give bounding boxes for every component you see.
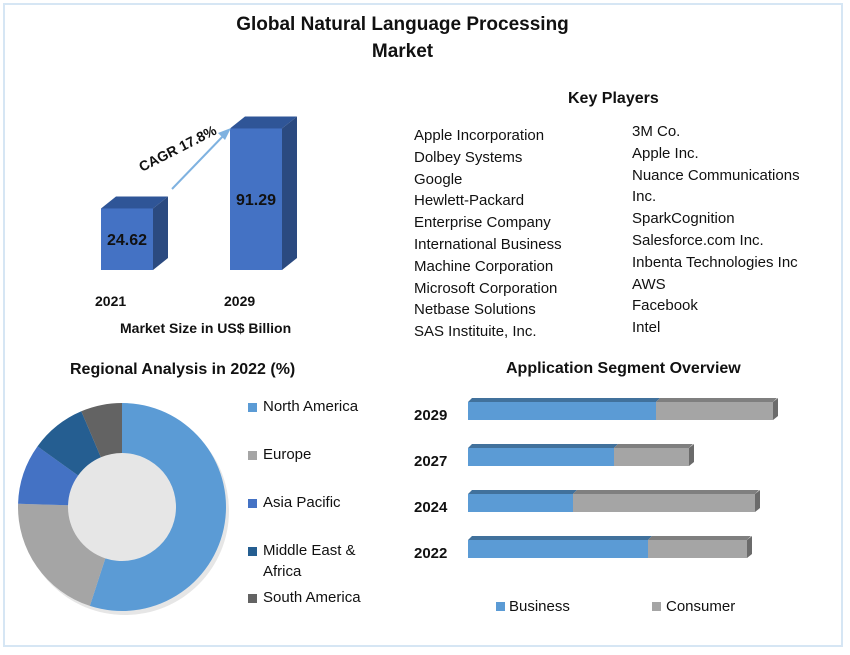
legend-swatch xyxy=(248,547,257,556)
hbar-business-2029 xyxy=(468,402,656,420)
donut-slice-europe xyxy=(18,503,106,606)
key-player-item: International Business xyxy=(414,236,562,253)
bar-category-label: 2021 xyxy=(95,293,127,309)
bar-xlabel: Market Size in US$ Billion xyxy=(120,320,292,336)
hbar-top xyxy=(648,536,751,540)
hbar-consumer-2022 xyxy=(648,540,747,558)
legend-label: Consumer xyxy=(666,598,736,615)
key-player-item: Intel xyxy=(632,319,661,337)
key-player-item: Inc. xyxy=(632,188,657,206)
bar-category-label: 2029 xyxy=(224,293,256,309)
key-player-item: Dolbey Systems xyxy=(414,148,523,166)
donut-slice-asia-pacific xyxy=(18,446,79,506)
hbar-category-label: 2024 xyxy=(414,499,448,516)
bar-value-label: 91.29 xyxy=(236,192,276,209)
frame-border xyxy=(3,3,843,647)
key-player-item: SAS Instituite, Inc. xyxy=(414,323,537,341)
key-player-item: Enterprise Company xyxy=(414,214,551,232)
bar-2029 xyxy=(230,128,282,270)
key-player-item: Inbenta Technologies Inc xyxy=(632,253,798,271)
hbar-category-label: 2027 xyxy=(414,453,448,470)
donut-slice-middle-east-africa xyxy=(37,411,101,476)
hbar-business-2027 xyxy=(468,448,614,466)
cagr-arrow xyxy=(171,132,227,190)
legend-label: Middle East & xyxy=(263,542,356,559)
hbar-top xyxy=(468,536,652,540)
donut-slice-south-america xyxy=(81,403,122,458)
legend-label: South America xyxy=(263,589,361,606)
hbar-consumer-2024 xyxy=(573,494,755,512)
title-line-1: Global Natural Language Processing xyxy=(236,14,569,35)
bar-value-label: 24.62 xyxy=(107,232,147,249)
key-player-item: SparkCognition xyxy=(632,210,735,228)
key-player-item: Salesforce.com Inc. xyxy=(632,232,764,249)
hbar-top xyxy=(468,444,618,448)
hbar-side xyxy=(773,398,778,420)
hbar-side xyxy=(689,444,694,466)
key-players-heading: Key Players xyxy=(568,90,659,107)
key-player-item: 3M Co. xyxy=(632,123,681,140)
hbar-top xyxy=(656,398,777,402)
key-player-item: AWS xyxy=(632,275,666,293)
cagr-arrowhead xyxy=(218,128,231,140)
key-player-item: Apple Inc. xyxy=(632,144,699,162)
hbar-category-label: 2022 xyxy=(414,545,448,562)
bar-side xyxy=(282,116,297,271)
legend-swatch xyxy=(248,403,257,412)
bar-side xyxy=(153,196,168,270)
key-player-item: Facebook xyxy=(632,297,698,315)
hbar-side xyxy=(747,536,752,558)
legend-swatch xyxy=(652,602,661,611)
legend-label: Europe xyxy=(263,446,312,463)
hbar-top xyxy=(468,490,577,494)
bar-top xyxy=(101,196,168,209)
key-player-item: Hewlett-Packard xyxy=(414,192,525,210)
hbar-consumer-2027 xyxy=(614,448,689,466)
legend-swatch xyxy=(248,594,257,603)
legend-label: Asia Pacific xyxy=(263,494,341,511)
hbar-category-label: 2029 xyxy=(414,407,448,424)
bar-top xyxy=(230,116,297,129)
key-player-item: Apple Incorporation xyxy=(414,127,545,144)
donut-title: Regional Analysis in 2022 (%) xyxy=(70,361,296,378)
hbar-consumer-2029 xyxy=(656,402,773,420)
legend-label: Business xyxy=(509,598,570,615)
hbar-business-2022 xyxy=(468,540,648,558)
cagr-label: CAGR 17.8% xyxy=(136,122,219,175)
hbar-title: Application Segment Overview xyxy=(506,360,741,377)
legend-swatch xyxy=(248,451,257,460)
hbar-top xyxy=(468,398,660,402)
key-player-item: Nuance Communications xyxy=(632,166,800,184)
bar-2021 xyxy=(101,208,153,270)
hbar-top xyxy=(614,444,693,448)
legend-swatch xyxy=(248,499,257,508)
key-player-item: Google xyxy=(414,170,463,188)
hbar-business-2024 xyxy=(468,494,573,512)
key-player-item: Machine Corporation xyxy=(414,257,554,275)
legend-label: North America xyxy=(263,398,359,415)
hbar-side xyxy=(755,490,760,512)
legend-swatch xyxy=(496,602,505,611)
hbar-top xyxy=(573,490,759,494)
key-player-item: Netbase Solutions xyxy=(414,301,536,319)
legend-label: Africa xyxy=(263,563,302,580)
key-player-item: Microsoft Corporation xyxy=(414,279,558,297)
title-line-2: Market xyxy=(371,41,434,62)
donut-slice-north-america xyxy=(89,403,227,611)
